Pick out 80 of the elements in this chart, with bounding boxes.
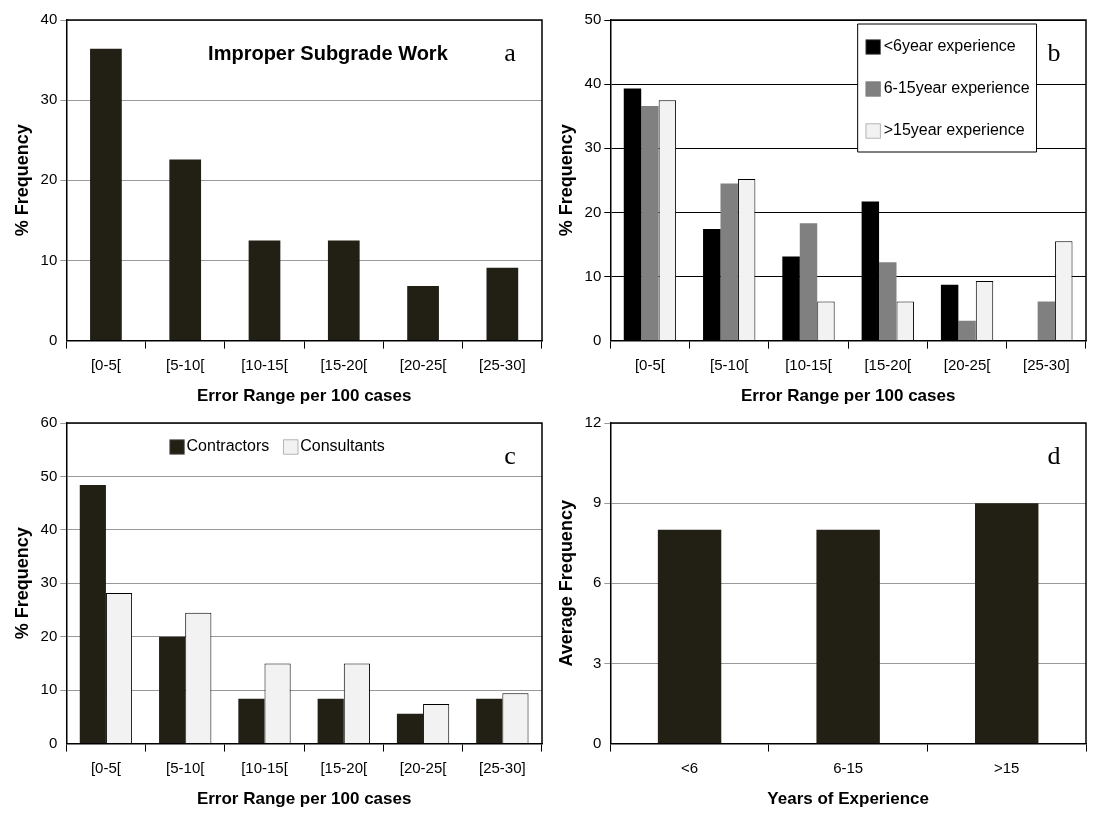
x-tick-label: [10-15[ xyxy=(241,355,289,373)
x-tick-label: [5-10[ xyxy=(710,355,750,373)
bar xyxy=(159,636,186,744)
x-tick-label: [15-20[ xyxy=(320,355,368,373)
x-tick-label: [25-30] xyxy=(479,355,526,373)
bar xyxy=(327,240,360,341)
x-tick-label: [15-20[ xyxy=(864,355,912,373)
y-axis-title: % Frequency xyxy=(11,124,32,237)
x-tick-label: [20-25[ xyxy=(399,758,448,776)
x-tick-label: >15 xyxy=(993,758,1020,776)
legend-label: Consultants xyxy=(300,437,385,455)
annotation: a xyxy=(504,37,517,67)
y-axis-title: Average Frequency xyxy=(555,500,576,667)
bar xyxy=(238,698,265,744)
x-tick-label: 6-15 xyxy=(833,758,864,776)
y-axis-title: % Frequency xyxy=(11,527,32,640)
x-tick-label: [10-15[ xyxy=(241,758,289,776)
x-tick-label: [0-5[ xyxy=(634,355,666,373)
y-tick-label: 30 xyxy=(40,90,58,108)
y-tick-label: 12 xyxy=(584,413,602,431)
bar xyxy=(476,698,503,744)
annotation: c xyxy=(504,440,516,470)
y-tick-label: 40 xyxy=(40,10,58,28)
bar xyxy=(90,48,122,341)
bar xyxy=(641,105,659,341)
x-axis-title: Error Range per 100 cases xyxy=(196,386,412,406)
x-axis-title: Error Range per 100 cases xyxy=(740,386,956,406)
y-axis-title: % Frequency xyxy=(555,124,576,237)
y-tick-label: 50 xyxy=(584,10,602,28)
y-tick-label: 20 xyxy=(40,626,58,644)
bar xyxy=(799,223,818,341)
bar xyxy=(407,286,439,341)
y-tick-label: 30 xyxy=(40,573,58,591)
y-tick-label: 20 xyxy=(40,170,58,188)
legend-label: Contractors xyxy=(186,437,270,455)
x-tick-label: [20-25[ xyxy=(943,355,992,373)
bar xyxy=(396,713,424,744)
x-tick-label: [10-15[ xyxy=(785,355,833,373)
bar xyxy=(879,262,897,341)
y-tick-label: 20 xyxy=(584,202,602,220)
x-tick-label: [25-30] xyxy=(1023,355,1070,373)
y-tick-label: 60 xyxy=(40,413,58,431)
bar xyxy=(958,320,976,341)
y-tick-label: 40 xyxy=(584,74,602,92)
y-tick-label: 9 xyxy=(592,493,602,511)
y-tick-label: 0 xyxy=(592,330,602,348)
y-tick-label: 30 xyxy=(584,138,602,156)
bar xyxy=(79,484,106,744)
x-tick-label: [25-30] xyxy=(479,758,526,776)
x-tick-label: [0-5[ xyxy=(90,355,122,373)
legend-label: <6year experience xyxy=(883,37,1016,55)
y-tick-label: 50 xyxy=(40,466,58,484)
x-tick-label: [20-25[ xyxy=(399,355,448,373)
x-tick-label: [0-5[ xyxy=(90,758,122,776)
legend-label: 6-15year experience xyxy=(883,79,1030,97)
x-axis-title: Years of Experience xyxy=(767,789,929,809)
x-tick-label: [5-10[ xyxy=(166,758,206,776)
bar xyxy=(486,267,519,341)
bar xyxy=(1037,301,1056,341)
x-tick-label: [5-10[ xyxy=(166,355,206,373)
y-tick-label: 10 xyxy=(584,266,602,284)
x-axis-title: Error Range per 100 cases xyxy=(196,789,412,809)
y-tick-label: 6 xyxy=(592,573,602,591)
text: Improper Subgrade Work xyxy=(208,41,449,64)
annotation: b xyxy=(1047,37,1061,67)
y-tick-label: 0 xyxy=(48,330,58,348)
bar xyxy=(169,159,202,341)
y-tick-label: 3 xyxy=(592,653,602,671)
x-tick-label: <6 xyxy=(681,758,699,776)
y-tick-label: 0 xyxy=(48,733,58,751)
bar xyxy=(248,240,281,341)
legend-label: >15year experience xyxy=(883,121,1025,139)
y-tick-label: 40 xyxy=(40,520,58,538)
y-tick-label: 10 xyxy=(40,680,58,698)
y-tick-label: 0 xyxy=(592,733,602,751)
x-tick-label: [15-20[ xyxy=(320,758,368,776)
y-tick-label: 10 xyxy=(40,250,58,268)
annotation: d xyxy=(1047,440,1061,470)
bar xyxy=(317,698,344,744)
bar xyxy=(720,183,738,341)
